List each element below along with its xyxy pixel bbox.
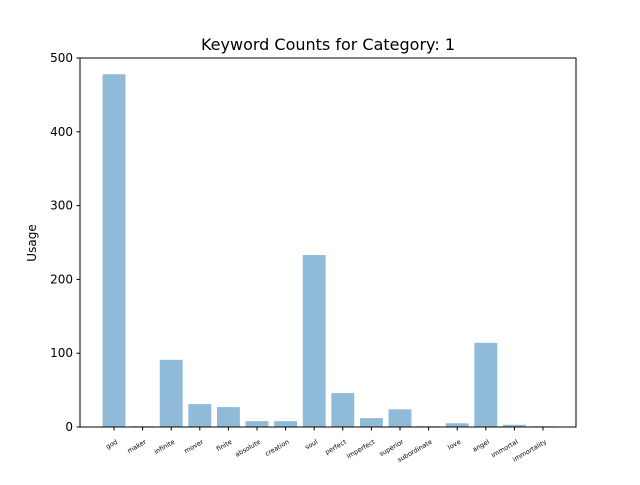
bar-finite (216, 407, 240, 427)
bar-immortal (502, 424, 526, 427)
x-tick-label: absolute (234, 438, 262, 459)
chart-title: Keyword Counts for Category: 1 (201, 35, 455, 54)
x-tick-label: god (104, 438, 119, 451)
y-axis: 0 100 200 300 400 500 (50, 51, 80, 434)
x-tick-label: soul (304, 438, 320, 452)
x-axis: god maker infinite mover finite absolute creat… (104, 427, 548, 464)
bar-infinite (159, 359, 183, 427)
bar-angel (474, 342, 498, 427)
bar-mover (188, 404, 212, 427)
bar-perfect (331, 393, 355, 427)
bar-love (445, 423, 469, 427)
x-tick-label: maker (126, 438, 148, 455)
bar-soul (302, 255, 326, 427)
x-tick-label: love (446, 438, 462, 452)
y-tick-label: 400 (50, 125, 73, 139)
x-tick-label: finite (215, 438, 233, 453)
y-tick-label: 500 (50, 51, 73, 65)
y-tick-label: 200 (50, 272, 73, 286)
x-tick-label: creation (264, 438, 291, 458)
y-axis-label: Usage (25, 224, 39, 261)
x-tick-label: imperfect (345, 438, 377, 461)
bar-god (102, 74, 126, 428)
bar-creation (274, 421, 298, 427)
y-tick-label: 100 (50, 346, 73, 360)
bar-imperfect (359, 418, 383, 427)
x-tick-label: infinite (153, 438, 176, 456)
x-tick-label: mover (183, 438, 205, 456)
plot-frame (79, 57, 577, 428)
y-tick-label: 0 (65, 420, 73, 434)
bar-superior (388, 409, 412, 427)
bar-absolute (245, 421, 269, 427)
y-tick-label: 300 (50, 199, 73, 213)
bars-group (102, 74, 555, 428)
x-tick-label: angel (471, 438, 491, 454)
